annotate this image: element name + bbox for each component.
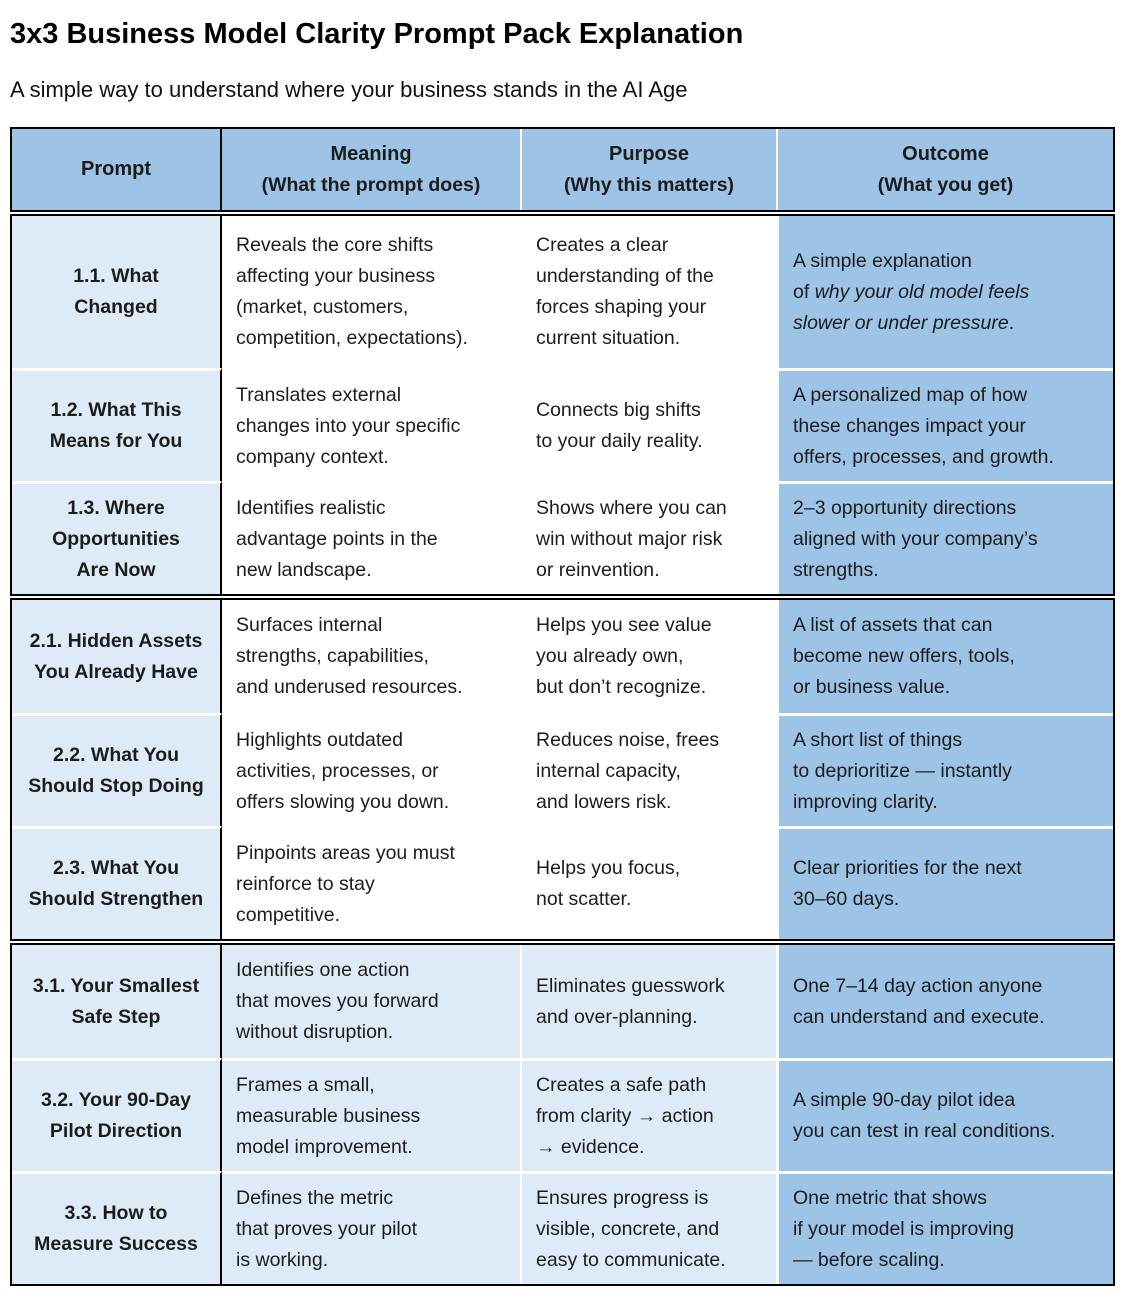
prompt-cell: 1.1. What Changed — [12, 216, 222, 368]
header-cell-outcome: Outcome (What you get) — [776, 129, 1113, 210]
meaning-cell: Frames a small, measurable business mode… — [222, 1058, 520, 1171]
purpose-cell: Reduces noise, frees internal capacity, … — [520, 713, 776, 826]
table-row: 1.2. What This Means for You Translates … — [12, 368, 1113, 481]
meaning-cell: Identifies one action that moves you for… — [222, 945, 520, 1058]
page-subtitle: A simple way to understand where your bu… — [10, 77, 688, 102]
header-sublabel: (What you get) — [877, 173, 1014, 196]
prompt-cell: 2.2. What You Should Stop Doing — [12, 713, 222, 826]
prompt-cell: 1.2. What This Means for You — [12, 368, 222, 481]
purpose-cell: Helps you focus, not scatter. — [520, 826, 776, 939]
table-row: 2.3. What You Should Strengthen Pinpoint… — [12, 826, 1113, 939]
prompt-cell: 1.3. Where Opportunities Are Now — [12, 481, 222, 594]
purpose-cell: Helps you see value you already own, but… — [520, 600, 776, 713]
table-group-2: 2.1. Hidden Assets You Already Have Surf… — [10, 598, 1115, 941]
purpose-cell: Connects big shifts to your daily realit… — [520, 368, 776, 481]
purpose-cell: Eliminates guesswork and over-planning. — [520, 945, 776, 1058]
prompt-cell: 3.3. How to Measure Success — [12, 1171, 222, 1284]
header-cell-purpose: Purpose (Why this matters) — [520, 129, 776, 210]
table-row: 1.3. Where Opportunities Are Now Identif… — [12, 481, 1113, 594]
outcome-cell: A list of assets that can become new off… — [776, 600, 1113, 713]
header-label: Purpose — [608, 142, 690, 165]
prompt-cell: 3.1. Your Smallest Safe Step — [12, 945, 222, 1058]
table-row: 2.1. Hidden Assets You Already Have Surf… — [12, 600, 1113, 713]
purpose-cell: Ensures progress is visible, concrete, a… — [520, 1171, 776, 1284]
table-group-1: 1.1. What Changed Reveals the core shift… — [10, 214, 1115, 596]
table-row: 3.3. How to Measure Success Defines the … — [12, 1171, 1113, 1284]
outcome-cell: One 7–14 day action anyone can understan… — [776, 945, 1113, 1058]
prompt-pack-table: Prompt Meaning (What the prompt does) Pu… — [10, 127, 1115, 1286]
meaning-cell: Pinpoints areas you must reinforce to st… — [222, 826, 520, 939]
meaning-cell: Defines the metric that proves your pilo… — [222, 1171, 520, 1284]
meaning-cell: Reveals the core shifts affecting your b… — [222, 216, 520, 368]
prompt-cell: 3.2. Your 90-Day Pilot Direction — [12, 1058, 222, 1171]
outcome-cell: Clear priorities for the next 30–60 days… — [776, 826, 1113, 939]
meaning-cell: Highlights outdated activities, processe… — [222, 713, 520, 826]
table-row: 2.2. What You Should Stop Doing Highligh… — [12, 713, 1113, 826]
outcome-cell: A personalized map of how these changes … — [776, 368, 1113, 481]
table-group-3: 3.1. Your Smallest Safe Step Identifies … — [10, 943, 1115, 1286]
header-sublabel: (Why this matters) — [563, 173, 735, 196]
prompt-cell: 2.1. Hidden Assets You Already Have — [12, 600, 222, 713]
header-sublabel: (What the prompt does) — [261, 173, 481, 196]
outcome-italic-text: why your old model feels slower or under… — [793, 280, 1030, 334]
header-label: Prompt — [81, 158, 151, 180]
header-cell-meaning: Meaning (What the prompt does) — [222, 129, 520, 210]
purpose-cell: Shows where you can win without major ri… — [520, 481, 776, 594]
meaning-cell: Surfaces internal strengths, capabilitie… — [222, 600, 520, 713]
table-row: 1.1. What Changed Reveals the core shift… — [12, 216, 1113, 368]
table-row: 3.1. Your Smallest Safe Step Identifies … — [12, 945, 1113, 1058]
outcome-text: A simple explanation of why your old mod… — [793, 249, 1030, 334]
header-cell-prompt: Prompt — [12, 129, 222, 210]
table-header-row: Prompt Meaning (What the prompt does) Pu… — [10, 127, 1115, 212]
outcome-cell: A short list of things to deprioritize —… — [776, 713, 1113, 826]
outcome-cell: 2–3 opportunity directions aligned with … — [776, 481, 1113, 594]
meaning-cell: Identifies realistic advantage points in… — [222, 481, 520, 594]
header-label: Meaning — [330, 142, 412, 165]
purpose-cell: Creates a safe path from clarity → actio… — [520, 1058, 776, 1171]
purpose-cell: Creates a clear understanding of the for… — [520, 216, 776, 368]
outcome-cell: A simple explanation of why your old mod… — [776, 216, 1113, 368]
outcome-cell: A simple 90-day pilot idea you can test … — [776, 1058, 1113, 1171]
header-label: Outcome — [902, 142, 989, 165]
table-row: 3.2. Your 90-Day Pilot Direction Frames … — [12, 1058, 1113, 1171]
outcome-cell: One metric that shows if your model is i… — [776, 1171, 1113, 1284]
meaning-cell: Translates external changes into your sp… — [222, 368, 520, 481]
prompt-cell: 2.3. What You Should Strengthen — [12, 826, 222, 939]
page-title: 3x3 Business Model Clarity Prompt Pack E… — [10, 18, 744, 50]
